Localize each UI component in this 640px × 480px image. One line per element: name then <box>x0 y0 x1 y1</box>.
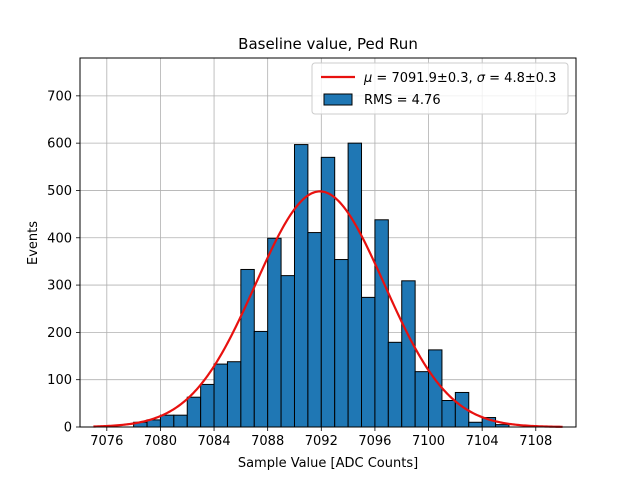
y-tick-label: 500 <box>47 184 72 199</box>
histogram-bar <box>347 142 363 428</box>
legend-box <box>311 62 569 115</box>
histogram-bar <box>428 349 443 428</box>
chart-title: Baseline value, Ped Run <box>238 35 418 53</box>
legend-fit-mu-value: = 7091.9±0.3, <box>372 71 476 86</box>
histogram-bar <box>441 400 456 428</box>
y-axis-title: Events <box>26 221 41 265</box>
x-tick-label: 7092 <box>305 434 338 449</box>
histogram-bar <box>159 414 175 428</box>
y-axis-ticks: 0 100 200 300 400 500 600 700 <box>47 89 80 436</box>
x-tick-label: 7088 <box>251 434 284 449</box>
x-axis-ticks: 7076 7080 7084 7088 7092 7096 7100 7104 7108 <box>90 427 552 449</box>
histogram-bar <box>374 219 389 428</box>
histogram-bar <box>200 383 215 428</box>
histogram-bar <box>267 237 282 428</box>
histogram-bar <box>293 144 309 428</box>
histogram-bar <box>173 414 188 428</box>
x-tick-label: 7108 <box>519 434 552 449</box>
histogram-bar <box>361 296 376 428</box>
x-axis-title: Sample Value [ADC Counts] <box>238 456 418 471</box>
legend-fit-sigma-value: = 4.8±0.3 <box>485 71 556 86</box>
y-tick-label: 0 <box>64 421 72 436</box>
x-tick-label: 7084 <box>198 434 231 449</box>
plot-frame <box>79 57 577 428</box>
histogram-bar <box>280 275 295 428</box>
legend-fit-mu-symbol: μ <box>363 71 372 86</box>
histogram-bar <box>414 371 430 428</box>
histogram-bar <box>213 363 228 428</box>
legend-histogram-swatch <box>323 93 353 106</box>
x-tick-label: 7080 <box>144 434 177 449</box>
y-tick-label: 100 <box>47 373 72 388</box>
y-tick-label: 700 <box>47 89 72 104</box>
y-tick-label: 400 <box>47 231 72 246</box>
gaussian-fit-curve <box>93 190 563 428</box>
x-tick-label: 7096 <box>358 434 391 449</box>
histogram-bar <box>307 232 322 428</box>
histogram-bar <box>468 421 483 428</box>
histogram-bar <box>401 280 416 428</box>
histogram-bar <box>320 156 336 428</box>
y-tick-label: 200 <box>47 326 72 341</box>
y-tick-label: 600 <box>47 137 72 152</box>
histogram-bar <box>253 330 269 428</box>
histogram-bar <box>387 341 403 428</box>
y-tick-label: 300 <box>47 279 72 294</box>
legend-fit-sigma-symbol: σ <box>477 71 486 86</box>
legend: μ = 7091.9±0.3, σ = 4.8±0.3 RMS = 4.76 <box>311 62 569 115</box>
histogram-bar <box>186 396 202 428</box>
x-tick-label: 7100 <box>412 434 445 449</box>
x-tick-label: 7076 <box>90 434 123 449</box>
legend-histogram-label: RMS = 4.76 <box>364 93 441 108</box>
x-tick-label: 7104 <box>466 434 499 449</box>
histogram-bar <box>334 259 349 428</box>
legend-fit-label: μ = 7091.9±0.3, σ = 4.8±0.3 <box>363 71 556 86</box>
histogram-bar <box>226 361 242 428</box>
